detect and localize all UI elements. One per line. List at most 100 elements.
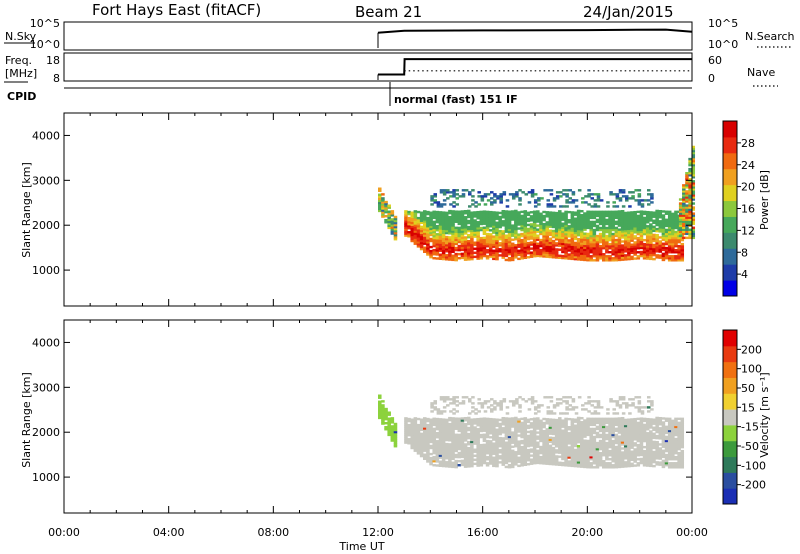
velocity-cell (677, 445, 681, 449)
power-cell (454, 238, 458, 242)
velocity-cell (446, 398, 450, 401)
velocity-cell (520, 445, 524, 449)
velocity-cell (671, 439, 675, 443)
velocity-cell (532, 417, 537, 420)
power-cell (595, 236, 600, 240)
velocity-cell (384, 407, 388, 411)
power-cell (627, 225, 631, 229)
power-cell (419, 247, 424, 251)
power-cell (576, 227, 581, 231)
power-cell (658, 242, 663, 245)
velocity-cell (448, 416, 452, 420)
velocity-cell (639, 425, 644, 428)
power-cell (552, 205, 557, 208)
power-cell (598, 234, 603, 238)
velocity-cell (520, 460, 524, 463)
power-cell (554, 213, 559, 217)
velocity-cell (649, 430, 653, 433)
power-cell (589, 259, 593, 262)
power-cell (614, 232, 619, 236)
velocity-cell (476, 436, 480, 439)
velocity-cell (611, 453, 615, 457)
y-tick-label: 2000 (32, 219, 60, 232)
power-cell (678, 224, 683, 227)
power-cell (452, 205, 456, 208)
power-cell (655, 221, 659, 225)
velocity-cell (520, 452, 524, 455)
velocity-cell (432, 419, 436, 423)
velocity-cell (526, 438, 531, 442)
power-cell (677, 259, 681, 262)
velocity-cell (486, 400, 491, 403)
velocity-cell (667, 435, 672, 439)
velocity-cell (601, 425, 606, 429)
velocity-cell (567, 442, 571, 445)
power-cell (390, 218, 395, 221)
power-cell (570, 235, 575, 238)
power-cell (611, 236, 615, 240)
power-cell (674, 216, 678, 220)
velocity-cell (608, 449, 612, 453)
velocity-cell (460, 435, 465, 438)
power-cell (680, 251, 685, 254)
velocity-cell (510, 461, 515, 465)
velocity-cell (438, 464, 443, 467)
power-cell (691, 172, 696, 175)
velocity-cell (441, 456, 446, 460)
power-cell (620, 240, 625, 243)
velocity-cell (455, 396, 459, 399)
velocity-cell (448, 457, 452, 460)
velocity-cell (433, 406, 438, 409)
power-cell (496, 195, 500, 198)
power-cell (617, 222, 622, 225)
velocity-cell (667, 433, 672, 437)
power-cell (407, 212, 411, 216)
velocity-cell (605, 453, 609, 457)
velocity-cell (580, 429, 584, 432)
power-cell (387, 212, 391, 215)
power-cell (561, 218, 565, 221)
power-cell (627, 231, 631, 235)
velocity-cell (448, 459, 452, 462)
power-cell (570, 237, 575, 240)
velocity-cell (463, 416, 468, 420)
power-cell (501, 220, 506, 223)
power-cell (611, 228, 615, 232)
velocity-cell (461, 396, 466, 399)
velocity-cell (623, 455, 628, 458)
power-cell (542, 228, 546, 232)
power-cell (573, 243, 578, 247)
velocity-cell (576, 463, 581, 466)
power-cell (533, 199, 538, 202)
power-cell (520, 249, 524, 252)
power-cell (649, 235, 653, 238)
velocity-cell (457, 453, 462, 457)
power-cell (451, 228, 455, 231)
velocity-cell (570, 450, 575, 453)
velocity-cell (476, 417, 480, 421)
power-cell (413, 218, 418, 221)
power-cell (685, 184, 689, 187)
velocity-cell (658, 453, 663, 456)
velocity-cell (633, 450, 637, 453)
power-cell (482, 242, 487, 246)
power-cell (488, 233, 493, 236)
velocity-cell (451, 455, 455, 458)
power-cell (601, 236, 606, 240)
power-cell (682, 210, 686, 213)
power-cell (586, 234, 590, 238)
power-cell (627, 249, 631, 253)
power-cell (564, 216, 568, 220)
power-cell (520, 242, 524, 246)
power-cell (432, 238, 436, 242)
power-cell (492, 235, 496, 238)
power-cell (542, 241, 546, 244)
power-cell (614, 240, 619, 244)
power-cell (413, 236, 418, 239)
power-cell (564, 249, 568, 252)
power-cell (617, 210, 622, 213)
power-cell (682, 208, 686, 211)
power-cell (432, 232, 436, 236)
power-cell (573, 227, 578, 231)
velocity-cell (595, 441, 600, 445)
